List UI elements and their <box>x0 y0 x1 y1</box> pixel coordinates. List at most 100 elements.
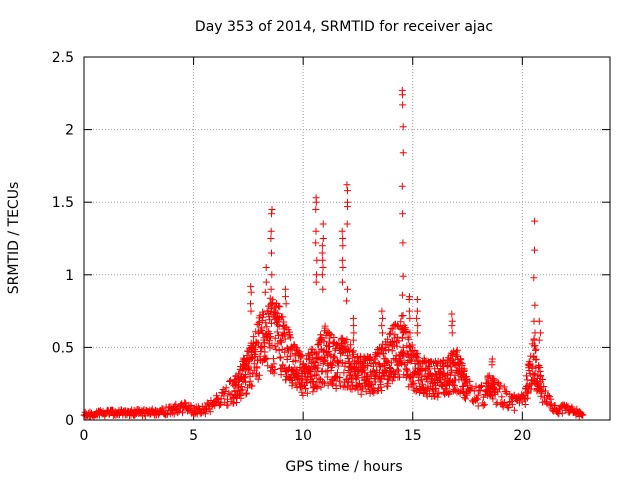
data-point-marker <box>262 278 270 286</box>
data-point-marker <box>388 377 396 385</box>
data-point-marker <box>503 389 511 397</box>
data-point-marker <box>474 391 482 399</box>
data-point-marker <box>555 406 563 414</box>
data-point-marker <box>481 401 489 409</box>
data-point-marker <box>542 387 549 395</box>
data-point-marker <box>411 346 419 354</box>
data-point-marker <box>247 288 255 296</box>
data-point-marker <box>478 381 485 389</box>
data-point-marker <box>408 355 416 363</box>
data-point-marker <box>457 355 465 363</box>
data-point-marker <box>247 300 254 308</box>
data-point-marker <box>269 299 276 307</box>
data-point-marker <box>324 373 332 381</box>
data-point-marker <box>254 339 262 347</box>
data-point-marker <box>399 272 407 280</box>
data-point-marker <box>233 399 240 406</box>
x-tick-label: 5 <box>189 428 198 444</box>
data-point-marker <box>410 379 418 387</box>
data-point-marker <box>320 337 328 345</box>
data-point-marker <box>460 366 468 374</box>
data-point-marker <box>314 361 322 369</box>
data-point-marker <box>383 357 391 365</box>
y-tick-label: 2.5 <box>52 50 74 66</box>
y-tick-label: 0 <box>65 413 74 429</box>
data-point-marker <box>378 387 386 394</box>
data-point-marker <box>286 331 294 339</box>
data-point-marker <box>473 395 481 403</box>
data-point-marker <box>274 317 282 325</box>
data-point-marker <box>462 373 470 380</box>
data-point-marker <box>384 380 392 388</box>
data-point-marker <box>310 363 318 371</box>
data-point-marker <box>417 376 425 384</box>
data-point-marker <box>414 350 422 358</box>
data-point-marker <box>242 390 250 398</box>
data-point-marker <box>349 336 357 344</box>
data-point-marker <box>281 285 289 293</box>
data-point-marker <box>459 389 467 396</box>
data-point-marker <box>261 288 269 296</box>
data-point-marker <box>377 383 385 391</box>
data-point-marker <box>237 387 245 395</box>
data-point-marker <box>268 249 275 257</box>
data-point-marker <box>428 372 436 380</box>
data-point-marker <box>488 361 496 369</box>
data-point-marker <box>397 357 404 365</box>
data-point-marker <box>170 410 178 418</box>
data-point-marker <box>406 329 414 337</box>
data-point-marker <box>319 220 327 228</box>
data-point-marker <box>255 371 263 379</box>
data-point-marker <box>267 227 275 235</box>
data-point-marker <box>279 313 287 321</box>
data-point-marker <box>343 336 351 344</box>
data-point-marker <box>386 329 394 337</box>
data-point-marker <box>262 264 270 271</box>
data-point-marker <box>206 408 214 416</box>
data-point-marker <box>350 322 358 330</box>
data-point-marker <box>260 342 268 350</box>
data-point-marker <box>346 368 354 376</box>
data-point-marker <box>558 409 566 417</box>
x-axis-label: GPS time / hours <box>285 459 402 475</box>
data-point-marker <box>338 227 346 235</box>
data-point-marker <box>312 239 320 247</box>
data-point-marker <box>277 338 285 346</box>
data-point-marker <box>318 249 326 257</box>
data-point-marker <box>345 348 353 356</box>
data-point-marker <box>399 343 407 351</box>
data-point-marker <box>551 402 559 410</box>
data-point-marker <box>291 342 299 350</box>
data-point-marker <box>322 368 330 376</box>
data-point-marker <box>281 335 289 343</box>
data-point-marker <box>399 101 407 109</box>
plot-frame <box>83 56 611 421</box>
data-point-marker <box>312 371 320 379</box>
data-point-marker <box>217 400 225 408</box>
data-point-marker <box>320 379 328 387</box>
data-point-marker <box>345 358 353 366</box>
data-point-marker <box>313 271 320 279</box>
data-point-marker <box>270 369 278 377</box>
y-tick-label: 0.5 <box>52 340 74 356</box>
data-point-marker <box>292 356 300 364</box>
data-points <box>80 86 587 421</box>
data-point-marker <box>313 383 321 390</box>
data-point-marker <box>496 382 504 390</box>
data-point-marker <box>395 367 402 375</box>
data-point-marker <box>498 393 506 401</box>
data-point-marker <box>460 382 467 390</box>
data-point-marker <box>315 340 322 348</box>
data-point-marker <box>484 373 492 381</box>
data-point-marker <box>350 347 358 355</box>
data-point-marker <box>220 392 228 400</box>
data-point-marker <box>221 388 229 395</box>
data-point-marker <box>344 285 351 293</box>
data-point-marker <box>376 350 384 358</box>
data-point-marker <box>379 329 386 337</box>
data-point-marker <box>379 314 386 322</box>
data-point-marker <box>295 379 303 387</box>
data-point-marker <box>508 400 516 408</box>
data-point-marker <box>268 319 275 327</box>
